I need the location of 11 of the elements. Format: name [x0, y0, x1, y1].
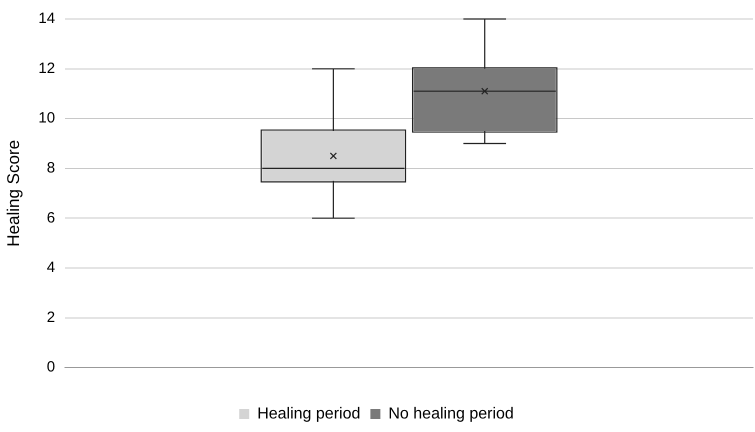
y-tick-label: 8	[46, 160, 56, 177]
y-tick-label: 10	[38, 110, 56, 127]
legend-label: Healing period	[257, 405, 360, 422]
y-tick-label: 4	[46, 259, 56, 276]
legend-label: No healing period	[388, 405, 514, 422]
y-tick-label: 2	[46, 308, 56, 326]
y-tick-label: 14	[38, 10, 56, 28]
y-tick-label: 0	[46, 358, 56, 376]
y-tick-label: 12	[38, 60, 56, 77]
y-axis-title: Healing Score	[4, 140, 23, 247]
y-tick-label: 6	[46, 209, 56, 226]
